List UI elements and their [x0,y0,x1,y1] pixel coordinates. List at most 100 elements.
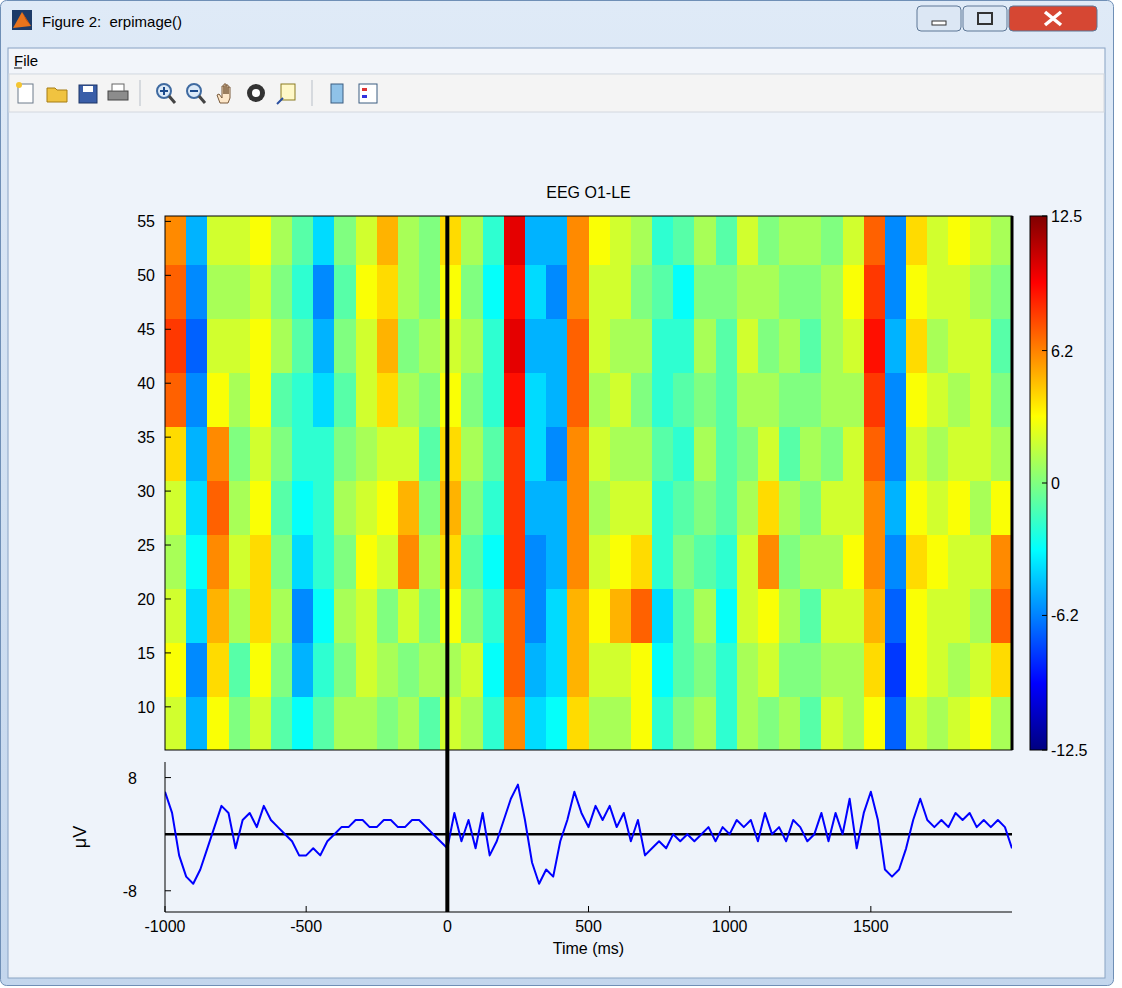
minimize-button[interactable] [917,6,961,31]
heatmap-cell [673,265,695,320]
icon-shade [22,12,31,26]
toolbar-button[interactable] [187,84,205,103]
heatmap-cell [271,318,293,373]
heatmap-cell [927,318,949,373]
heatmap-cell [758,372,780,427]
heatmap-cell [927,426,949,481]
heatmap-cell [991,696,1012,750]
heatmap-cell [991,372,1012,427]
toolbar-button[interactable] [359,84,377,103]
heatmap-cell [334,480,356,535]
heatmap-cell [483,588,505,643]
heatmap-cell [970,265,992,320]
heatmap-cell [821,534,843,589]
heatmap-cell [885,534,907,589]
y-tick-label: 25 [137,537,155,554]
heatmap-cell [377,318,399,373]
maximize-button[interactable] [963,6,1007,31]
heatmap-cell [843,534,865,589]
y-tick-label: 45 [137,321,155,338]
heatmap-cell [504,216,526,265]
heatmap-cell [737,696,759,750]
icon-legend [359,84,377,103]
heatmap-cell [567,480,589,535]
line-plot [165,785,1012,884]
heatmap-cell [292,216,314,265]
toolbar-button[interactable] [157,84,175,103]
heatmap-cell [377,265,399,320]
heatmap-cell [652,480,674,535]
icon-legend-item [362,88,367,91]
y-tick-label: 15 [137,645,155,662]
erp-trace [165,785,1012,884]
window-frame [1,1,1114,986]
heatmap-cell [398,480,420,535]
heatmap-cell [440,216,462,265]
heatmap-cell [567,588,589,643]
close-button-bg[interactable] [1009,6,1097,31]
toolbar-button[interactable] [47,88,67,102]
heatmap-cell [885,372,907,427]
heatmap-cell [631,426,653,481]
heatmap-cell [758,696,780,750]
heatmap-cell [525,318,547,373]
y-tick [165,491,171,492]
toolbar-button[interactable] [217,84,230,103]
icon-datatip-pointer [277,98,283,104]
heatmap-cell [419,642,441,697]
heatmap-cell [610,534,632,589]
heatmap-cell [250,534,272,589]
heatmap-cell [440,480,462,535]
toolbar-button[interactable] [16,82,33,103]
toolbar-button[interactable] [79,85,97,103]
heatmap-cell [504,696,526,750]
close-button[interactable] [1009,6,1097,31]
heatmap-cell [843,480,865,535]
heatmap-cell [589,265,611,320]
heatmap-cell [821,480,843,535]
heatmap-cell [165,534,187,589]
heatmap-cell [991,265,1012,320]
heatmap-cell [250,265,272,320]
heatmap-cell [821,265,843,320]
maximize-button-bg[interactable] [963,6,1007,31]
y-tick-label: 30 [137,483,155,500]
heatmap-cell [356,588,378,643]
heatmap-cell [800,642,822,697]
menu-item[interactable]: File [14,52,38,69]
heatmap-cell [864,588,886,643]
toolbar-button[interactable] [277,84,295,104]
heatmap-cell [356,696,378,750]
heatmap-cell [970,642,992,697]
heatmap-cell [800,480,822,535]
heatmap-cell [610,588,632,643]
heatmap-cell [250,588,272,643]
toolbar-separator [140,80,141,106]
heatmap-cell [779,265,801,320]
heatmap-cell [483,216,505,265]
heatmap-cell [250,480,272,535]
heatmap-cell [610,372,632,427]
heatmap-cell [292,480,314,535]
heatmap-cell [567,216,589,265]
heatmap-cell [694,480,716,535]
heatmap-cell [165,318,187,373]
heatmap-cell [186,426,208,481]
heatmap-cell [313,480,335,535]
toolbar-button[interactable] [247,84,265,102]
heatmap-cell [250,426,272,481]
toolbar-button[interactable] [331,84,343,103]
heatmap-cell [779,426,801,481]
heatmap-cell [229,534,251,589]
toolbar-button[interactable] [108,84,128,100]
menu-underline [14,68,22,69]
heatmap-cell [250,216,272,265]
heatmap-cell [779,480,801,535]
heatmap-cell [271,642,293,697]
heatmap-cell [800,696,822,750]
heatmap-cell [461,216,483,265]
heatmap-cell [525,642,547,697]
heatmap-cell [948,642,970,697]
minimize-button-bg[interactable] [917,6,961,31]
heatmap-cell [610,426,632,481]
